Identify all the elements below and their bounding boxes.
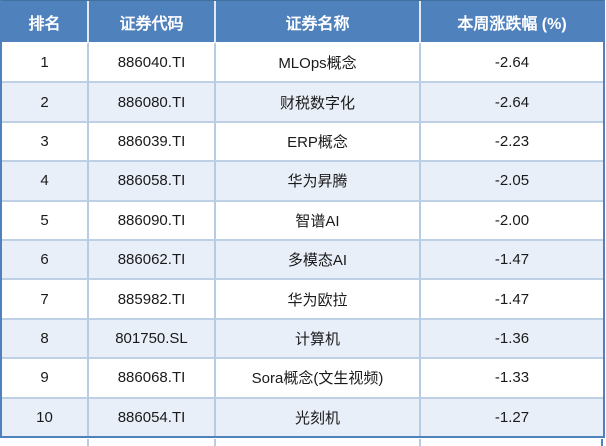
code-cell: 801750.SL — [89, 317, 216, 358]
code-cell: 885982.TI — [89, 278, 216, 318]
col-header-rank: 排名 — [2, 1, 89, 42]
table-row: 9 886068.TI Sora概念(文生视频) -1.33 — [2, 357, 603, 397]
code-cell: 886080.TI — [89, 81, 216, 121]
rank-cell: 5 — [2, 199, 89, 239]
rank-cell: 1 — [2, 42, 89, 82]
code-cell: 886039.TI — [89, 120, 216, 161]
rank-cell: 2 — [2, 81, 89, 121]
rank-cell: 9 — [2, 357, 89, 397]
col-header-name: 证券名称 — [216, 1, 421, 42]
outer-border-right-extension — [601, 439, 603, 446]
code-cell: 886058.TI — [89, 160, 216, 200]
name-cell: ERP概念 — [216, 120, 421, 161]
name-cell: 财税数字化 — [216, 81, 421, 121]
name-cell: 光刻机 — [216, 396, 421, 436]
table-row: 3 886039.TI ERP概念 -2.23 — [2, 120, 603, 161]
change-cell: -1.27 — [421, 396, 603, 436]
table-row: 7 885982.TI 华为欧拉 -1.47 — [2, 278, 603, 318]
table-row: 1 886040.TI MLOps概念 -2.64 — [2, 42, 603, 82]
col-header-code: 证券代码 — [89, 1, 216, 42]
header-row: 排名 证券代码 证券名称 本周涨跌幅 (%) — [2, 1, 603, 42]
gridline-vertical — [419, 439, 421, 446]
code-cell: 886054.TI — [89, 396, 216, 436]
rank-cell: 3 — [2, 120, 89, 161]
table-row: 10 886054.TI 光刻机 -1.27 — [2, 396, 603, 436]
table-row: 2 886080.TI 财税数字化 -2.64 — [2, 81, 603, 121]
rank-cell: 6 — [2, 238, 89, 279]
table-row: 5 886090.TI 智谱AI -2.00 — [2, 199, 603, 239]
change-cell: -1.36 — [421, 317, 603, 358]
change-cell: -2.64 — [421, 42, 603, 82]
name-cell: 计算机 — [216, 317, 421, 358]
name-cell: 智谱AI — [216, 199, 421, 239]
code-cell: 886040.TI — [89, 42, 216, 82]
change-cell: -2.05 — [421, 160, 603, 200]
table-row: 4 886058.TI 华为昇腾 -2.05 — [2, 160, 603, 200]
name-cell: Sora概念(文生视频) — [216, 357, 421, 397]
name-cell: 华为欧拉 — [216, 278, 421, 318]
col-header-change: 本周涨跌幅 (%) — [421, 1, 603, 42]
name-cell: 多模态AI — [216, 238, 421, 279]
gridline-vertical — [87, 439, 89, 446]
gridline-vertical — [214, 439, 216, 446]
name-cell: 华为昇腾 — [216, 160, 421, 200]
rank-cell: 7 — [2, 278, 89, 318]
rank-cell: 4 — [2, 160, 89, 200]
code-cell: 886068.TI — [89, 357, 216, 397]
table-row: 6 886062.TI 多模态AI -1.47 — [2, 238, 603, 279]
change-cell: -2.00 — [421, 199, 603, 239]
code-cell: 886062.TI — [89, 238, 216, 279]
change-cell: -1.33 — [421, 357, 603, 397]
change-cell: -2.23 — [421, 120, 603, 161]
rank-cell: 10 — [2, 396, 89, 436]
change-cell: -1.47 — [421, 278, 603, 318]
change-cell: -1.47 — [421, 238, 603, 279]
change-cell: -2.64 — [421, 81, 603, 121]
table-row: 8 801750.SL 计算机 -1.36 — [2, 317, 603, 358]
next-row-gridline-sliver — [0, 439, 606, 446]
rank-cell: 8 — [2, 317, 89, 358]
name-cell: MLOps概念 — [216, 42, 421, 82]
code-cell: 886090.TI — [89, 199, 216, 239]
